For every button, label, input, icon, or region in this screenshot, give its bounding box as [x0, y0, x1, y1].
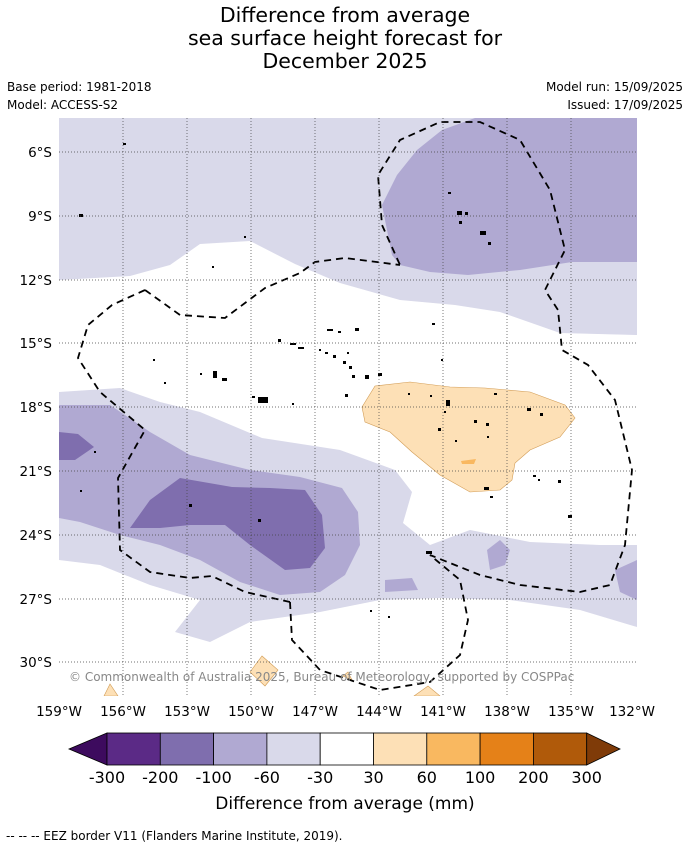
lon-label: 147°W — [292, 704, 338, 720]
colorbar-tick-label: 200 — [518, 768, 549, 787]
lat-label: 18°S — [20, 400, 53, 416]
anomaly-patch-2 — [385, 578, 418, 592]
lon-label: 156°W — [100, 704, 146, 720]
colorbar-segment — [107, 733, 160, 765]
colorbar-label: Difference from average (mm) — [215, 794, 474, 814]
colorbar-tick-label: 100 — [465, 768, 496, 787]
colorbar-extend-high — [587, 733, 620, 765]
lon-label: 159°W — [36, 704, 82, 720]
colorbar-extend-low — [69, 733, 107, 765]
colorbar-segment — [214, 733, 267, 765]
lon-label: 132°W — [609, 704, 655, 720]
colorbar-segment — [427, 733, 480, 765]
colorbar-tick-label: -60 — [254, 768, 280, 787]
eez-footnote: -- -- -- EEZ border V11 (Flanders Marine… — [6, 829, 343, 843]
lon-label: 141°W — [420, 704, 466, 720]
lat-label: 21°S — [20, 464, 53, 480]
lon-label: 150°W — [228, 704, 274, 720]
lat-label: 15°S — [20, 336, 53, 352]
lat-label: 12°S — [20, 273, 53, 289]
colorbar-segment — [533, 733, 586, 765]
colorbar-tick-label: -200 — [142, 768, 178, 787]
lat-label: 9°S — [28, 209, 52, 225]
colorbar-tick-label: 30 — [363, 768, 383, 787]
colorbar-segment — [160, 733, 213, 765]
colorbar-tick-label: -30 — [307, 768, 333, 787]
colorbar-tick-label: -300 — [89, 768, 125, 787]
colorbar-tick-label: 300 — [571, 768, 602, 787]
lat-label: 24°S — [20, 528, 53, 544]
colorbar-tick-label: -100 — [195, 768, 231, 787]
lat-label: 27°S — [20, 592, 53, 608]
lon-labels: 159°W 156°W 153°W 150°W 147°W 144°W 141°… — [36, 704, 655, 720]
lon-label: 138°W — [484, 704, 530, 720]
colorbar-segment — [480, 733, 533, 765]
colorbar-segment — [267, 733, 320, 765]
lon-label: 135°W — [548, 704, 594, 720]
map-figure: © Commonwealth of Australia 2025, Bureau… — [0, 0, 690, 850]
map-area — [59, 118, 637, 696]
lat-labels: 6°S 9°S 12°S 15°S 18°S 21°S 24°S 27°S 30… — [20, 145, 53, 671]
lat-label: 6°S — [28, 145, 52, 161]
colorbar: -300 -200 -100 -60 -30 30 60 100 200 300 — [69, 733, 620, 787]
colorbar-tick-label: 60 — [417, 768, 437, 787]
lon-label: 144°W — [356, 704, 402, 720]
colorbar-segment — [374, 733, 427, 765]
copyright-text: © Commonwealth of Australia 2025, Bureau… — [69, 670, 574, 684]
lon-label: 153°W — [164, 704, 210, 720]
lat-label: 30°S — [20, 655, 53, 671]
colorbar-segment — [320, 733, 373, 765]
